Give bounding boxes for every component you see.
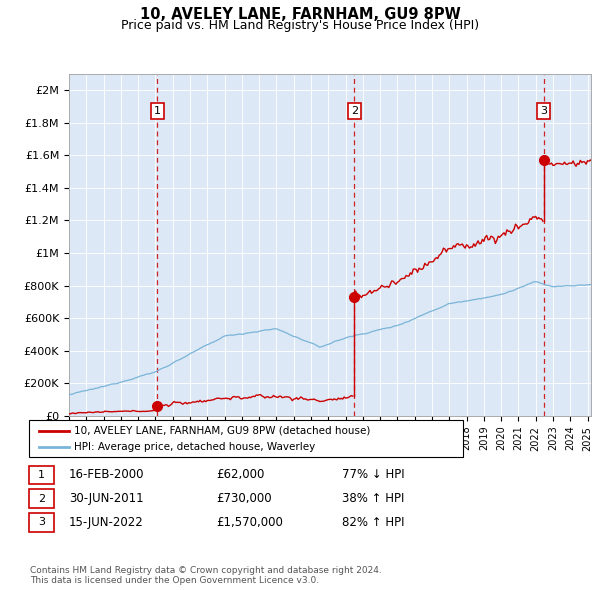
Text: 1: 1: [38, 470, 45, 480]
Text: 10, AVELEY LANE, FARNHAM, GU9 8PW: 10, AVELEY LANE, FARNHAM, GU9 8PW: [140, 7, 460, 22]
Text: 30-JUN-2011: 30-JUN-2011: [69, 492, 143, 505]
Text: 3: 3: [38, 517, 45, 527]
Text: £62,000: £62,000: [216, 468, 265, 481]
Text: £730,000: £730,000: [216, 492, 272, 505]
Text: £1,570,000: £1,570,000: [216, 516, 283, 529]
Text: 3: 3: [540, 106, 547, 116]
Text: 10, AVELEY LANE, FARNHAM, GU9 8PW (detached house): 10, AVELEY LANE, FARNHAM, GU9 8PW (detac…: [74, 426, 370, 436]
Text: 2: 2: [38, 494, 45, 503]
Text: 1: 1: [154, 106, 161, 116]
Text: HPI: Average price, detached house, Waverley: HPI: Average price, detached house, Wave…: [74, 442, 315, 452]
Text: 15-JUN-2022: 15-JUN-2022: [69, 516, 144, 529]
Text: 16-FEB-2000: 16-FEB-2000: [69, 468, 145, 481]
Text: 38% ↑ HPI: 38% ↑ HPI: [342, 492, 404, 505]
Text: 82% ↑ HPI: 82% ↑ HPI: [342, 516, 404, 529]
Text: Price paid vs. HM Land Registry's House Price Index (HPI): Price paid vs. HM Land Registry's House …: [121, 19, 479, 32]
Text: Contains HM Land Registry data © Crown copyright and database right 2024.
This d: Contains HM Land Registry data © Crown c…: [30, 566, 382, 585]
Text: 2: 2: [350, 106, 358, 116]
Text: 77% ↓ HPI: 77% ↓ HPI: [342, 468, 404, 481]
